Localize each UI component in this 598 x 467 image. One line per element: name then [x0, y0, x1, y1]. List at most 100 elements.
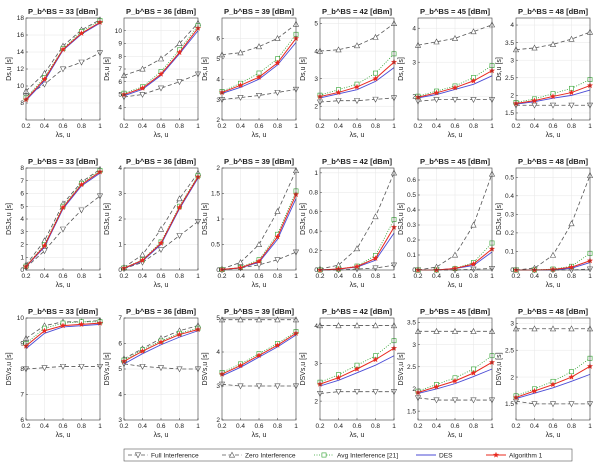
series-des — [221, 334, 297, 377]
series-line-avg — [417, 355, 493, 392]
data-point-zero — [274, 316, 281, 323]
data-point-alg — [255, 258, 263, 264]
y-tick-label: 2 — [510, 374, 514, 381]
panel-title: P_b^BS = 48 [dBm] — [518, 157, 589, 166]
x-tick-label: 0.8 — [469, 273, 478, 280]
legend-marker — [492, 451, 500, 458]
x-axis-label: λs, u — [350, 432, 365, 439]
panel-title: P_b^BS = 36 [dBm] — [126, 157, 197, 166]
data-point-full — [274, 383, 281, 390]
y-tick-label: 5 — [314, 21, 318, 28]
legend-label: Algorithm 1 — [509, 452, 543, 459]
data-point-zero — [470, 28, 477, 35]
y-tick-label: 3.5 — [505, 40, 514, 47]
x-tick-label: 0.2 — [315, 273, 324, 280]
x-tick-label: 1 — [588, 423, 592, 430]
data-point-full — [372, 389, 379, 396]
data-point-zero — [451, 251, 459, 258]
data-point-zero — [176, 195, 183, 202]
x-tick-label: 0.4 — [138, 123, 147, 130]
data-point-alg — [41, 242, 48, 249]
series-line-full — [515, 400, 590, 405]
series-line-full — [25, 366, 100, 370]
panel-title: P_b^BS = 39 [dBm] — [224, 307, 295, 316]
panel-r2-c0: 6 7 8 9 10 0.2 0.4 0.6 0.8 1 P_b^BS = 33 [dBm] λs, … — [6, 307, 104, 439]
x-axis-label: λs, u — [56, 282, 71, 289]
data-point-zero — [451, 35, 459, 41]
x-tick-label: 0.4 — [138, 423, 147, 430]
x-tick-label: 0.2 — [413, 423, 422, 430]
y-tick-label: 10 — [115, 28, 123, 35]
y-tick-label: 0.4 — [407, 207, 416, 214]
series-line-avg — [319, 53, 395, 96]
panel-title: P_b^BS = 48 [dBm] — [518, 307, 589, 316]
x-axis-label: λs, u — [546, 282, 561, 289]
y-tick-label: 6 — [118, 79, 122, 86]
series-line-avg — [418, 242, 493, 271]
x-tick-label: 1 — [588, 123, 592, 130]
legend-label: DES — [439, 452, 453, 459]
data-point-full — [372, 96, 379, 103]
data-point-alg — [470, 260, 477, 267]
data-point-full — [451, 97, 459, 103]
x-tick-label: 0.4 — [334, 423, 343, 430]
data-point-alg — [274, 341, 281, 348]
legend-item-alg: Algorithm 1 — [486, 451, 543, 459]
y-tick-label: 2 — [314, 103, 318, 110]
series-line-des — [319, 355, 395, 387]
legend-label: Zero Interference — [245, 452, 296, 459]
y-tick-label: 0.2 — [407, 237, 416, 244]
panel-title: P_b^BS = 36 [dBm] — [126, 7, 197, 16]
data-point-full — [335, 98, 342, 105]
data-point-alg — [531, 97, 538, 104]
data-point-zero — [568, 325, 575, 332]
x-tick-label: 1 — [294, 273, 298, 280]
y-tick-label: 5 — [20, 203, 24, 210]
panel-r0-c5: 1.5 2 2.5 3 3.5 4 0.2 0.4 0.6 0.8 1 P_b^BS = 48 [dB… — [496, 7, 594, 139]
y-tick-label: 0.5 — [407, 192, 416, 199]
series-line-des — [123, 330, 199, 365]
y-tick-label: 9 — [118, 41, 122, 48]
data-point-full — [255, 383, 263, 390]
data-point-alg — [139, 347, 146, 354]
y-tick-label: 4 — [216, 349, 220, 356]
x-tick-label: 1 — [98, 423, 102, 430]
x-tick-label: 0.6 — [254, 423, 263, 430]
data-point-alg — [549, 93, 557, 100]
data-point-full — [433, 97, 440, 103]
x-tick-label: 0.2 — [315, 423, 324, 430]
y-tick-label: 14 — [17, 49, 25, 56]
x-tick-label: 1 — [196, 123, 200, 130]
y-tick-label: 0.1 — [505, 249, 514, 256]
y-axis-label: Ds,u [s] — [398, 57, 405, 81]
series-des — [515, 89, 591, 105]
series-line-des — [417, 368, 493, 394]
series-zero — [512, 325, 594, 332]
y-tick-label: 4 — [216, 76, 220, 83]
data-point-zero — [176, 40, 183, 47]
y-axis-label: Ds,u [s] — [496, 57, 503, 81]
x-tick-label: 0.6 — [156, 273, 165, 280]
x-tick-label: 0.4 — [40, 423, 49, 430]
x-tick-label: 0.6 — [58, 273, 67, 280]
y-tick-label: 8 — [20, 165, 24, 172]
y-tick-label: 2 — [118, 216, 122, 223]
panel-title: P_b^BS = 36 [dBm] — [126, 307, 197, 316]
y-axis-label: DSJs,u [s] — [496, 203, 503, 235]
y-tick-label: 3 — [510, 321, 514, 328]
x-tick-label: 0.8 — [469, 123, 478, 130]
y-tick-label: 0 — [20, 267, 24, 274]
series-line-full — [320, 264, 395, 271]
series-line-zero — [319, 23, 395, 52]
y-tick-label: 0.4 — [309, 228, 318, 235]
legend-item-zero: Zero Interference — [222, 451, 296, 459]
data-point-alg — [433, 383, 440, 390]
x-tick-label: 0.4 — [236, 423, 245, 430]
data-point-zero — [274, 207, 281, 214]
data-point-alg — [451, 377, 459, 384]
x-tick-label: 0.8 — [273, 273, 282, 280]
panel-r0-c1: 4 5 6 7 8 9 10 0.2 0.4 0.6 0.8 1 P_b^BS = 36 [dBm] λs… — [104, 7, 202, 139]
y-tick-label: 4 — [118, 104, 122, 111]
panel-title: P_b^BS = 42 [dBm] — [322, 7, 393, 16]
data-point-avg — [373, 70, 378, 76]
